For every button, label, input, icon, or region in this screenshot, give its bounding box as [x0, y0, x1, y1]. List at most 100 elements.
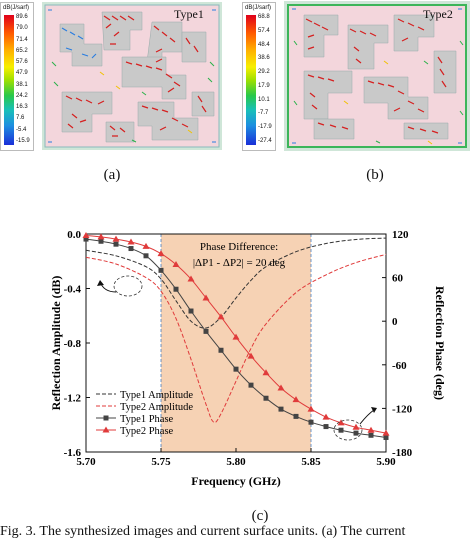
series-point-square	[158, 267, 164, 273]
ellipse-phase-marker	[333, 419, 363, 441]
colorbar-unit-a: dB(J/sarf)	[3, 5, 30, 11]
y-tick-label: -0.8	[64, 338, 82, 350]
colorbar-tick: 47.9	[16, 70, 28, 77]
y2-tick-label: -120	[392, 403, 413, 415]
series-point-triangle	[262, 369, 270, 376]
y2-tick-label: 60	[392, 273, 404, 285]
series-point-square	[143, 253, 149, 259]
y2-tick-label: -180	[392, 447, 413, 459]
series-point-triangle	[172, 261, 180, 268]
series-line-1	[85, 253, 387, 423]
series-point-triangle	[142, 242, 150, 249]
series-point-triangle	[307, 405, 315, 412]
legend-label: Type2 Amplitude	[120, 402, 193, 413]
x-tick-label: 5.80	[226, 456, 246, 468]
x-tick-label: 5.70	[76, 456, 96, 468]
panel-a-label: Type1	[174, 7, 204, 21]
shaded-band	[161, 234, 311, 452]
caption-a: (a)	[103, 167, 121, 183]
colorbar-b: dB(J/sarf) 68.8 57.4 48.4 38.6 29.2 17.9 10.1 -…	[242, 2, 276, 151]
legend-label: Type1 Phase	[120, 414, 174, 425]
x-tick-label: 5.75	[151, 456, 171, 468]
series-point-triangle	[247, 352, 255, 359]
figure-caption: Fig. 3. The synthesized images and curre…	[0, 524, 406, 539]
annotation-formula: |ΔP1 - ΔP2| = 20 deg	[193, 257, 286, 269]
series-point-square	[293, 413, 299, 419]
y2-tick-label: -60	[392, 360, 407, 372]
current-distribution-type1: Type1	[42, 2, 222, 150]
panel-b-label: Type2	[423, 7, 453, 21]
series-point-triangle	[367, 426, 375, 433]
series-point-square	[113, 241, 119, 247]
y-tick-label: -0.4	[64, 284, 82, 296]
colorbar-tick: 29.2	[258, 69, 270, 76]
series-point-triangle	[112, 235, 120, 242]
colorbar-tick: 71.4	[16, 36, 28, 43]
y-axis-label: Reflection Amplitude (dB)	[49, 276, 63, 411]
reflection-chart: 5.70 5.75 5.80 5.85 5.90 0.0 -0.4 -0.8 -1.2 -1.6 1…	[49, 229, 447, 488]
series-point-triangle	[277, 384, 285, 391]
series-point-triangle	[82, 231, 90, 238]
legend-label: Type2 Phase	[120, 426, 174, 437]
y-tick-label: 0.0	[67, 229, 81, 241]
y2-tick-label: 120	[392, 229, 409, 241]
colorbar-tick: 10.1	[258, 96, 270, 103]
y2-axis-label: Reflection Phase (deg)	[433, 286, 447, 400]
series-point-triangle	[382, 429, 390, 436]
colorbar-unit-b: dB(J/sarf)	[245, 5, 272, 11]
colorbar-tick: 57.6	[16, 59, 28, 66]
series-point-triangle	[187, 275, 195, 282]
arrowhead-amplitude	[97, 280, 104, 286]
series-point-triangle	[97, 233, 105, 240]
series-point-triangle	[292, 396, 300, 403]
annotation-title: Phase Difference:	[200, 241, 278, 253]
series-point-triangle	[322, 413, 330, 420]
colorbar-tick: 57.4	[258, 27, 270, 34]
series-point-square	[383, 434, 389, 440]
series-point-square	[338, 427, 344, 433]
arrowhead-phase	[371, 407, 377, 413]
colorbar-tick: 79.0	[16, 25, 28, 32]
series-point-square	[248, 382, 254, 388]
colorbar-tick: 48.4	[258, 41, 270, 48]
y2-tick-label: 0	[392, 316, 398, 328]
colorbar-tick: -17.9	[258, 124, 272, 131]
series-point-triangle	[202, 294, 210, 301]
series-point-triangle	[232, 333, 240, 340]
colorbar-tick: 7.6	[16, 115, 25, 122]
colorbar-gradient-a	[4, 15, 14, 145]
x-tick-label: 5.90	[376, 456, 396, 468]
colorbar-tick: 89.6	[16, 14, 28, 20]
x-axis-label: Frequency (GHz)	[191, 474, 280, 488]
series-point-square	[203, 328, 209, 334]
y-tick-label: -1.2	[64, 393, 82, 405]
series-point-triangle	[352, 423, 360, 430]
series-point-triangle	[217, 313, 225, 320]
colorbar-tick: 38.6	[258, 55, 270, 62]
colorbar-a: dB(J/sarf) 89.6 79.0 71.4 65.2 57.6 47.9 38.1 2…	[0, 2, 34, 151]
legend-marker-square	[103, 415, 109, 421]
series-point-square	[98, 238, 104, 244]
series-point-square	[308, 419, 314, 425]
caption-c: (c)	[251, 508, 269, 524]
series-point-square	[188, 308, 194, 314]
legend-label: Type1 Amplitude	[120, 390, 193, 401]
series-point-square	[278, 406, 284, 412]
series-point-square	[233, 366, 239, 372]
colorbar-tick: 38.1	[16, 81, 28, 88]
x-tick-label: 5.85	[301, 456, 321, 468]
series-point-square	[263, 395, 269, 401]
legend-marker-triangle	[102, 426, 110, 433]
series-point-square	[323, 424, 329, 430]
current-distribution-type2: Type2	[284, 1, 470, 151]
colorbar-tick: 17.9	[258, 82, 270, 89]
series-point-square	[173, 286, 179, 292]
series-point-square	[368, 432, 374, 438]
colorbar-tick: -15.9	[16, 138, 30, 144]
colorbar-tick: -5.4	[16, 126, 27, 133]
series-point-triangle	[127, 238, 135, 245]
caption-b: (b)	[366, 167, 384, 183]
arrow-phase	[359, 409, 375, 425]
colorbar-tick: -7.7	[258, 110, 269, 117]
series-point-square	[128, 246, 134, 252]
